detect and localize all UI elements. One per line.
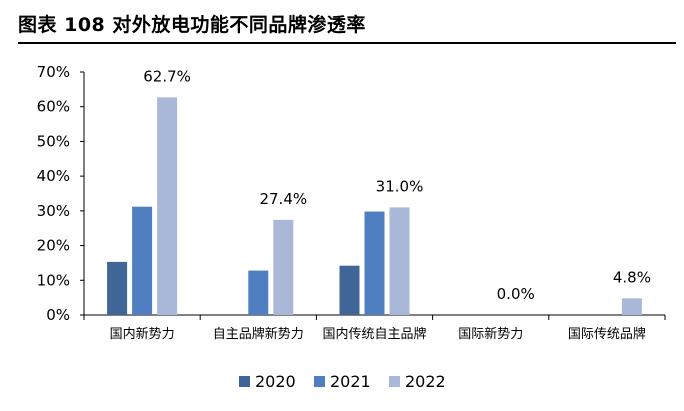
legend-label: 2020 — [255, 372, 296, 391]
data-label: 0.0% — [497, 285, 535, 303]
y-tick-label: 0% — [46, 306, 70, 324]
legend-label: 2022 — [405, 372, 446, 391]
bars — [107, 97, 642, 315]
data-label: 4.8% — [613, 268, 651, 286]
bar-2021-2 — [364, 211, 385, 315]
bar-2022-1 — [273, 219, 294, 315]
legend-swatch-2022 — [389, 376, 400, 387]
data-labels: 62.7% 27.4% 31.0% 0.0% 4.8% — [143, 67, 651, 303]
category-label: 国际新势力 — [458, 326, 523, 342]
legend-label: 2021 — [330, 372, 371, 391]
y-tick-label: 10% — [37, 271, 70, 289]
data-label: 31.0% — [376, 177, 424, 195]
axes: 0% 10% 20% 30% 40% 50% 60% 70% 国内新势力 自主品牌新势力 国内传统自… — [37, 63, 666, 342]
data-label: 27.4% — [259, 190, 307, 208]
data-label: 62.7% — [143, 67, 191, 85]
bar-2022-2 — [389, 207, 410, 315]
y-tick-label: 20% — [37, 237, 70, 255]
title-underline — [18, 42, 676, 44]
y-tick-label: 50% — [37, 132, 70, 150]
bar-2020-2 — [339, 265, 360, 315]
bar-2022-0 — [157, 97, 178, 315]
legend-swatch-2020 — [239, 376, 250, 387]
y-tick-label: 70% — [37, 63, 70, 81]
category-label: 自主品牌新势力 — [213, 326, 304, 342]
category-label: 国际传统品牌 — [568, 326, 646, 342]
chart-title: 图表 108 对外放电功能不同品牌渗透率 — [18, 14, 366, 36]
y-tick-label: 30% — [37, 202, 70, 220]
legend: 2020 2021 2022 — [239, 372, 446, 391]
bar-2020-0 — [107, 261, 128, 315]
legend-swatch-2021 — [314, 376, 325, 387]
bar-2021-0 — [132, 206, 153, 315]
category-label: 国内新势力 — [110, 326, 175, 342]
category-label: 国内传统自主品牌 — [322, 326, 426, 342]
bar-2022-4 — [621, 298, 642, 315]
y-tick-label: 40% — [37, 167, 70, 185]
y-tick-label: 60% — [37, 98, 70, 116]
bar-2021-1 — [248, 270, 269, 315]
